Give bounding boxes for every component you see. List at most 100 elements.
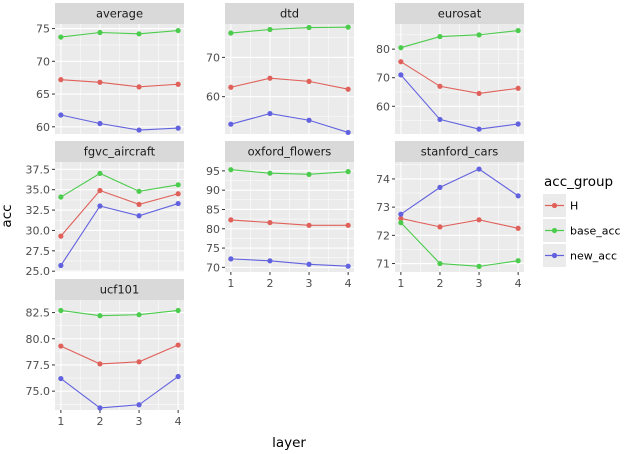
data-point-new_acc (267, 110, 273, 117)
data-point-new_acc (228, 256, 234, 262)
data-point-H (437, 224, 443, 230)
series-line-H (230, 77, 349, 90)
data-point-H (306, 222, 312, 228)
facet-title: fgvc_aircraft (84, 145, 156, 159)
data-point-base_acc (175, 27, 181, 34)
data-point-H (476, 217, 482, 223)
y-tick-label: 77.5 (26, 359, 51, 372)
data-point-H (476, 90, 482, 97)
data-point-base_acc (136, 31, 142, 37)
data-point-new_acc (97, 405, 103, 411)
data-point-new_acc (58, 112, 64, 118)
data-point-base_acc (306, 24, 312, 31)
legend-label: H (570, 200, 578, 213)
y-tick-label: 30.0 (26, 224, 51, 237)
data-point-base_acc (515, 258, 521, 264)
x-tick-label: 1 (57, 415, 64, 428)
y-tick-label: 71 (376, 258, 390, 271)
data-point-new_acc (136, 213, 142, 219)
data-point-new_acc (398, 211, 404, 217)
series-line-base_acc (230, 169, 349, 175)
data-point-base_acc (398, 220, 404, 226)
data-point-base_acc (175, 307, 181, 314)
y-tick-label: 35.0 (26, 184, 51, 197)
y-tick-label: 82.5 (26, 307, 51, 320)
data-point-new_acc (136, 402, 142, 408)
data-point-base_acc (398, 45, 404, 51)
y-tick-label: 60 (206, 91, 220, 104)
facet-title: dtd (280, 7, 299, 21)
facet-title: eurosat (438, 7, 482, 21)
y-tick-label: 80 (206, 223, 220, 236)
legend-item-new_acc: new_acc (543, 244, 617, 267)
data-point-base_acc (345, 169, 351, 175)
data-point-new_acc (175, 125, 181, 131)
chart-panels: average 60 65 70 75 dtd 60 70 eurosat 60 70 80 fgvc_… (26, 3, 524, 428)
data-point-new_acc (97, 120, 103, 127)
legend-item-base_acc: base_acc (543, 219, 621, 242)
data-point-H (136, 84, 142, 90)
series-line-H (60, 79, 179, 88)
series-line-H (60, 189, 179, 237)
data-point-new_acc (515, 193, 521, 199)
legend-key-point (551, 227, 558, 234)
legend-label: new_acc (570, 250, 617, 263)
facet-stanford_cars: stanford_cars 71 72 73 74 1 2 3 4 (376, 141, 524, 290)
facet-strip (55, 141, 184, 162)
data-point-H (58, 233, 64, 239)
x-tick-label: 4 (515, 277, 522, 290)
facet-title: average (96, 7, 143, 21)
data-point-base_acc (437, 33, 443, 40)
facet-dtd: dtd 60 70 (206, 3, 354, 136)
series-line-new_acc (230, 258, 349, 267)
x-tick-label: 1 (227, 277, 234, 290)
y-tick-label: 85 (206, 203, 220, 216)
data-point-H (228, 84, 234, 90)
facet-strip (395, 141, 524, 162)
data-point-new_acc (437, 184, 443, 190)
data-point-base_acc (58, 194, 64, 200)
data-point-new_acc (437, 116, 443, 123)
data-point-H (58, 77, 64, 83)
data-point-H (97, 79, 103, 85)
x-tick-label: 2 (436, 277, 443, 290)
y-tick-label: 75.0 (26, 385, 51, 398)
data-point-new_acc (345, 263, 351, 269)
x-tick-label: 3 (306, 277, 313, 290)
series-line-base_acc (60, 309, 179, 317)
data-point-base_acc (267, 26, 273, 33)
data-point-H (58, 343, 64, 349)
data-point-H (306, 78, 312, 84)
facet-average: average 60 65 70 75 (36, 3, 184, 134)
facet-strip (225, 141, 354, 162)
x-tick-label: 2 (96, 415, 103, 428)
data-point-H (345, 86, 351, 92)
series-line-new_acc (60, 114, 179, 131)
facet-strip (55, 279, 184, 300)
y-tick-label: 32.5 (26, 204, 51, 217)
data-point-H (175, 342, 181, 348)
data-point-base_acc (136, 188, 142, 194)
data-point-H (515, 225, 521, 231)
x-tick-label: 3 (476, 277, 483, 290)
series-line-base_acc (400, 30, 519, 49)
y-tick-label: 74 (376, 173, 390, 186)
series-line-new_acc (60, 376, 179, 409)
data-point-new_acc (58, 375, 64, 382)
data-point-base_acc (228, 30, 234, 36)
series-line-H (400, 61, 519, 94)
facet-strip (225, 3, 354, 24)
data-point-H (267, 219, 273, 226)
series-line-new_acc (230, 113, 349, 133)
y-tick-label: 75 (36, 23, 50, 36)
data-point-base_acc (437, 260, 443, 267)
facet-title: ucf101 (100, 283, 140, 297)
legend-title: acc_group (544, 174, 613, 190)
series-line-H (400, 217, 519, 229)
series-line-H (230, 219, 349, 226)
y-tick-label: 95 (206, 165, 220, 178)
facet-fgvc_aircraft: fgvc_aircraft 25.0 27.5 30.0 32.5 35.0 37.5 (26, 141, 184, 278)
x-tick-label: 2 (266, 277, 273, 290)
y-tick-label: 27.5 (26, 245, 51, 258)
